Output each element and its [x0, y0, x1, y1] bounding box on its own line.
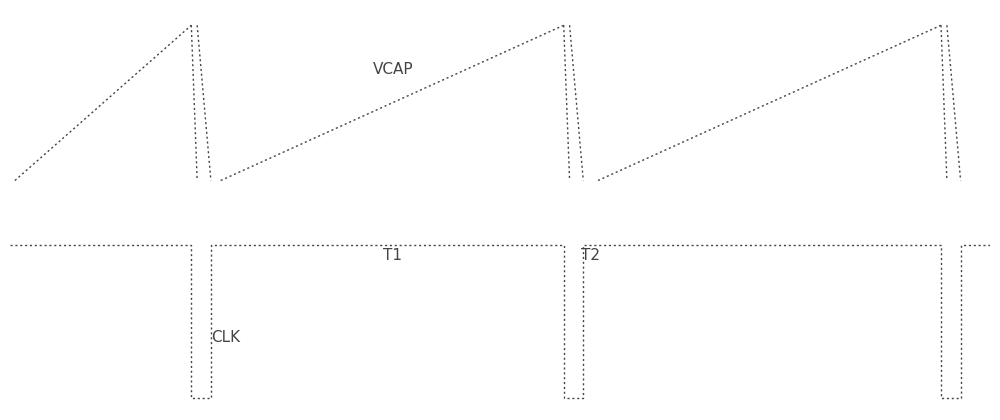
Text: T2: T2 [581, 248, 600, 263]
Text: T1: T1 [383, 248, 402, 263]
Text: VCAP: VCAP [373, 62, 413, 77]
Text: CLK: CLK [211, 330, 240, 345]
